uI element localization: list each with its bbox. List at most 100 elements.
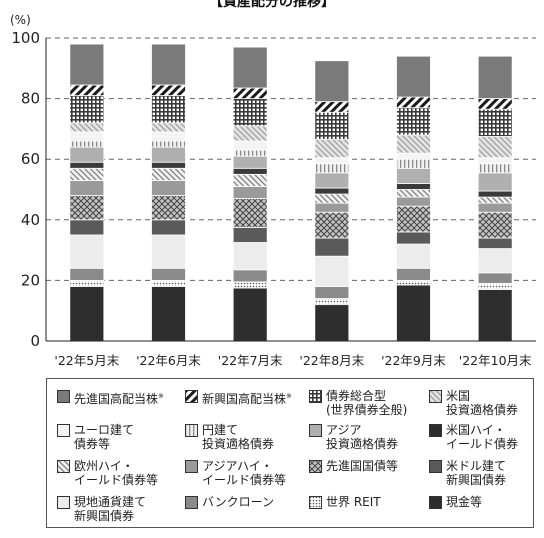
legend-label: 世界 REIT <box>326 495 381 509</box>
x-tick-label: '22年8月末 <box>299 353 364 368</box>
bar-segment <box>477 202 513 213</box>
legend-label: 先進国高配当株※ <box>74 389 164 406</box>
bar-segment <box>232 125 268 142</box>
legend: 先進国高配当株※ 新興国高配当株※ 債券総合型 (世界債券全般) 米国 投資適格債券 ユーロ… <box>46 378 534 528</box>
legend-swatch <box>429 424 442 437</box>
chart-title: 【資産配分の推移】 <box>209 0 335 10</box>
legend-label: 欧州ハイ・ イールド債券等 <box>74 459 158 487</box>
bar-segment <box>151 279 186 287</box>
legend-swatch <box>429 460 442 473</box>
y-axis-unit: (%) <box>10 13 31 27</box>
legend-swatch <box>185 424 198 437</box>
legend-label-line2: イールド債券等 <box>74 473 159 487</box>
legend-label: 円建て 投資適格債券 <box>202 423 274 451</box>
bar-segment <box>232 287 268 342</box>
legend-label-line2: 投資適格債券 <box>326 437 399 451</box>
bar-segment <box>232 226 268 243</box>
legend-swatch <box>57 496 70 509</box>
y-tick-label: 80 <box>21 90 40 108</box>
bar-segment <box>477 272 513 284</box>
bar-segment <box>151 195 186 221</box>
legend-item: 現金等 <box>429 495 482 509</box>
legend-swatch <box>57 460 70 473</box>
legend-item: 先進国高配当株※ <box>57 389 164 406</box>
bar-segment <box>396 152 431 160</box>
legend-item: 新興国高配当株※ <box>185 389 292 406</box>
bar-segment <box>314 304 350 342</box>
bar-segment <box>477 136 513 159</box>
bar-segment <box>314 101 350 113</box>
bar-segment <box>314 172 350 189</box>
legend-label-line1: 先進国高配当株 <box>74 392 159 406</box>
legend-note: ※ <box>158 392 164 400</box>
axes: 0 20 40 60 80 100 '22年5月末 '22年6月末 '22年7月末 '22年8月末… <box>11 29 536 368</box>
y-tick-label: 100 <box>11 29 40 47</box>
legend-label-line1: 円建て <box>202 423 239 437</box>
legend-item: 世界 REIT <box>309 495 381 509</box>
bar-segment <box>69 219 105 236</box>
bar-segment <box>151 140 186 148</box>
legend-swatch <box>429 496 442 509</box>
bar-segment <box>151 219 186 236</box>
x-tick-label: '22年5月末 <box>54 353 119 368</box>
bar-segment <box>69 95 105 124</box>
legend-label-line1: 米国ハイ・ <box>446 423 506 437</box>
legend-item: バンクローン <box>185 495 274 509</box>
bar-segment <box>69 140 105 148</box>
legend-item: 現地通貨建て 新興国債券 <box>57 495 146 523</box>
bar-segment <box>69 267 105 281</box>
legend-item: アジア 投資適格債券 <box>309 423 398 451</box>
legend-item: アジアハイ・ イールド債券等 <box>185 459 286 487</box>
bar-segment <box>477 248 513 274</box>
bar-segment <box>314 286 350 299</box>
bar-segment <box>396 267 431 281</box>
bar-segment <box>69 84 105 96</box>
bar-segment <box>314 237 350 257</box>
bar-segment <box>232 281 268 289</box>
bar-segment <box>477 163 513 174</box>
bars <box>69 43 513 342</box>
bar-segment <box>151 267 186 281</box>
legend-label: 債券総合型 (世界債券全般) <box>326 389 407 417</box>
bar-segment <box>232 98 268 127</box>
legend-swatch <box>185 496 198 509</box>
bar-segment <box>396 96 431 109</box>
bar-segment <box>151 146 186 163</box>
legend-label: 米国 投資適格債券 <box>446 389 518 417</box>
bar-segment <box>69 234 105 269</box>
legend-label: アジア 投資適格債券 <box>326 423 398 451</box>
bar-segment <box>151 234 186 269</box>
legend-label-line2: 新興国債券 <box>446 473 507 487</box>
x-tick-label: '22年7月末 <box>218 353 283 368</box>
legend-label-line2: 債券等 <box>74 437 111 451</box>
bar-segment <box>314 211 350 239</box>
legend-label: バンクローン <box>202 495 274 509</box>
bar-segment <box>396 167 431 184</box>
legend-label-line2: 投資適格債券 <box>202 437 275 451</box>
legend-label: ユーロ建て 債券等 <box>74 423 134 451</box>
x-tick-label: '22年9月末 <box>381 353 446 368</box>
legend-swatch <box>309 460 322 473</box>
legend-label: 米国ハイ・ イールド債券 <box>446 423 518 451</box>
bar-segment <box>69 279 105 287</box>
legend-label-line1: 先進国国債等 <box>326 459 399 473</box>
legend-swatch <box>309 496 322 509</box>
bar-segment <box>314 111 350 140</box>
legend-label-line1: 現地通貨建て <box>74 495 147 509</box>
legend-swatch <box>429 390 442 403</box>
bar-segment <box>151 286 186 342</box>
bar-segment <box>69 146 105 163</box>
y-tick-label: 60 <box>21 150 40 168</box>
legend-label-line1: バンクローン <box>202 495 275 509</box>
legend-note: ※ <box>286 392 292 400</box>
legend-swatch <box>57 390 70 403</box>
bar-segment <box>232 167 268 175</box>
x-tick-label: '22年10月末 <box>459 353 532 368</box>
bar-segment <box>477 157 513 165</box>
bar-segment <box>477 108 513 137</box>
bar-segment <box>232 198 268 228</box>
bar-segment <box>151 95 186 124</box>
grid-lines <box>46 37 536 281</box>
bar-segment <box>232 242 268 271</box>
bar-segment <box>232 186 268 199</box>
